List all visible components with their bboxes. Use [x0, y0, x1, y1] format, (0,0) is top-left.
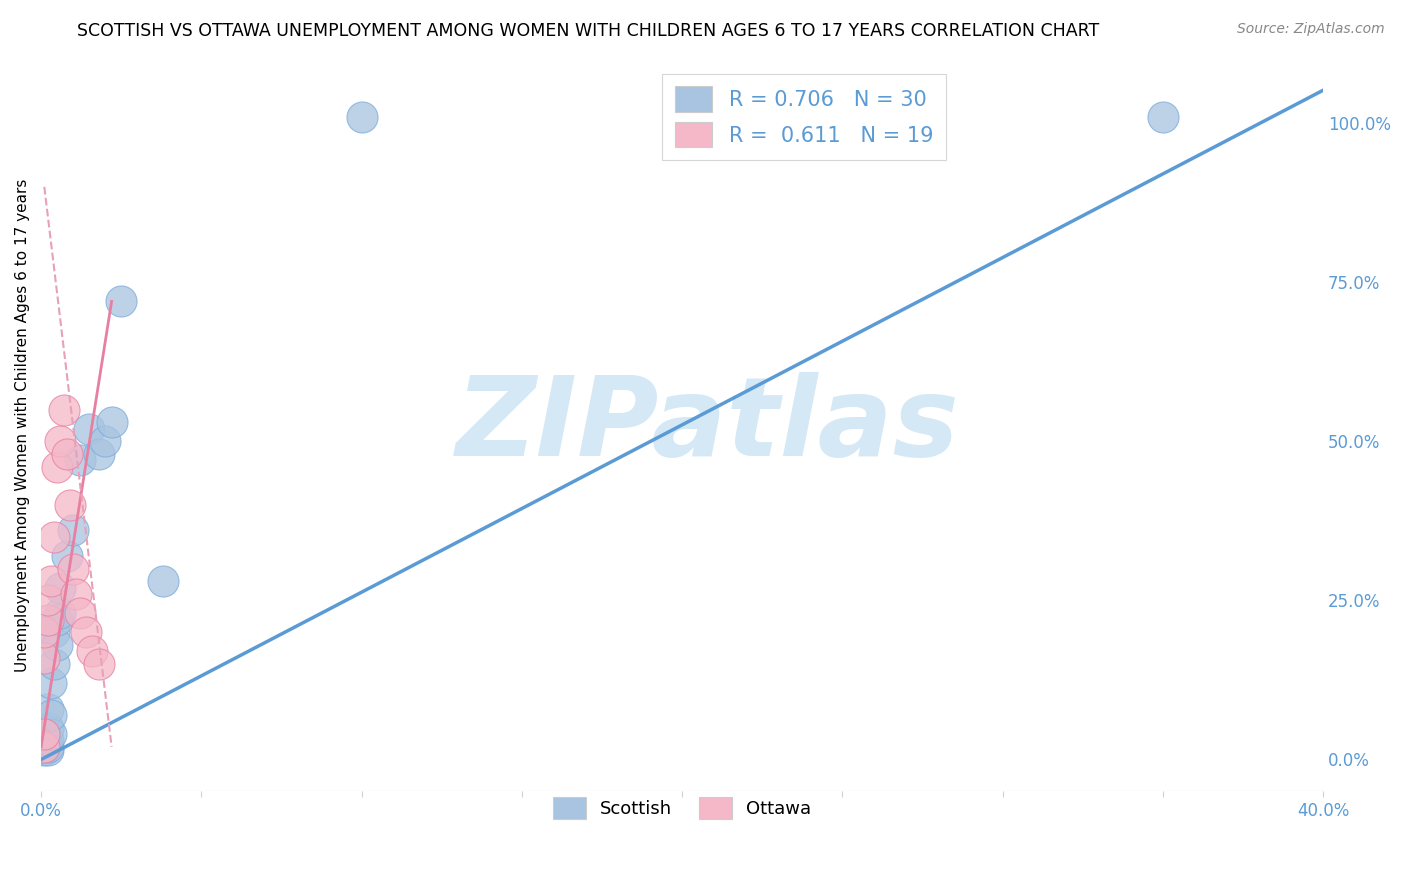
Point: [34, 625, 56, 640]
Text: ZIPatlas: ZIPatlas: [456, 372, 960, 479]
Point: [34, 739, 56, 754]
Point: [37, 613, 59, 627]
Point: [46, 613, 69, 627]
Point: [350, 110, 373, 124]
Point: [87, 447, 110, 461]
Legend: Scottish, Ottawa: Scottish, Ottawa: [546, 789, 818, 826]
Point: [69, 453, 91, 467]
Point: [62, 561, 84, 575]
Point: [100, 415, 122, 429]
Point: [46, 459, 69, 474]
Point: [42, 625, 65, 640]
Point: [75, 625, 97, 640]
Point: [34, 733, 56, 747]
Point: [39, 574, 62, 589]
Point: [37, 733, 59, 747]
Point: [34, 739, 56, 754]
Point: [110, 294, 132, 309]
Point: [1152, 110, 1174, 124]
Point: [37, 593, 59, 607]
Point: [42, 657, 65, 671]
Point: [69, 606, 91, 620]
Point: [34, 739, 56, 754]
Point: [37, 739, 59, 754]
Point: [37, 701, 59, 715]
Point: [34, 650, 56, 665]
Point: [34, 727, 56, 741]
Point: [55, 447, 77, 461]
Point: [37, 743, 59, 757]
Y-axis label: Unemployment Among Women with Children Ages 6 to 17 years: Unemployment Among Women with Children A…: [15, 178, 30, 673]
Point: [39, 676, 62, 690]
Point: [49, 581, 72, 595]
Point: [65, 587, 87, 601]
Point: [49, 606, 72, 620]
Point: [87, 657, 110, 671]
Point: [34, 727, 56, 741]
Point: [82, 644, 104, 658]
Point: [46, 638, 69, 652]
Point: [49, 434, 72, 449]
Point: [62, 524, 84, 538]
Point: [39, 727, 62, 741]
Point: [39, 708, 62, 723]
Point: [34, 743, 56, 757]
Text: SCOTTISH VS OTTAWA UNEMPLOYMENT AMONG WOMEN WITH CHILDREN AGES 6 TO 17 YEARS COR: SCOTTISH VS OTTAWA UNEMPLOYMENT AMONG WO…: [77, 22, 1099, 40]
Point: [77, 422, 100, 436]
Point: [55, 549, 77, 563]
Point: [52, 402, 75, 417]
Point: [42, 530, 65, 544]
Point: [37, 721, 59, 735]
Text: Source: ZipAtlas.com: Source: ZipAtlas.com: [1237, 22, 1385, 37]
Point: [152, 574, 174, 589]
Point: [94, 434, 117, 449]
Point: [59, 498, 82, 512]
